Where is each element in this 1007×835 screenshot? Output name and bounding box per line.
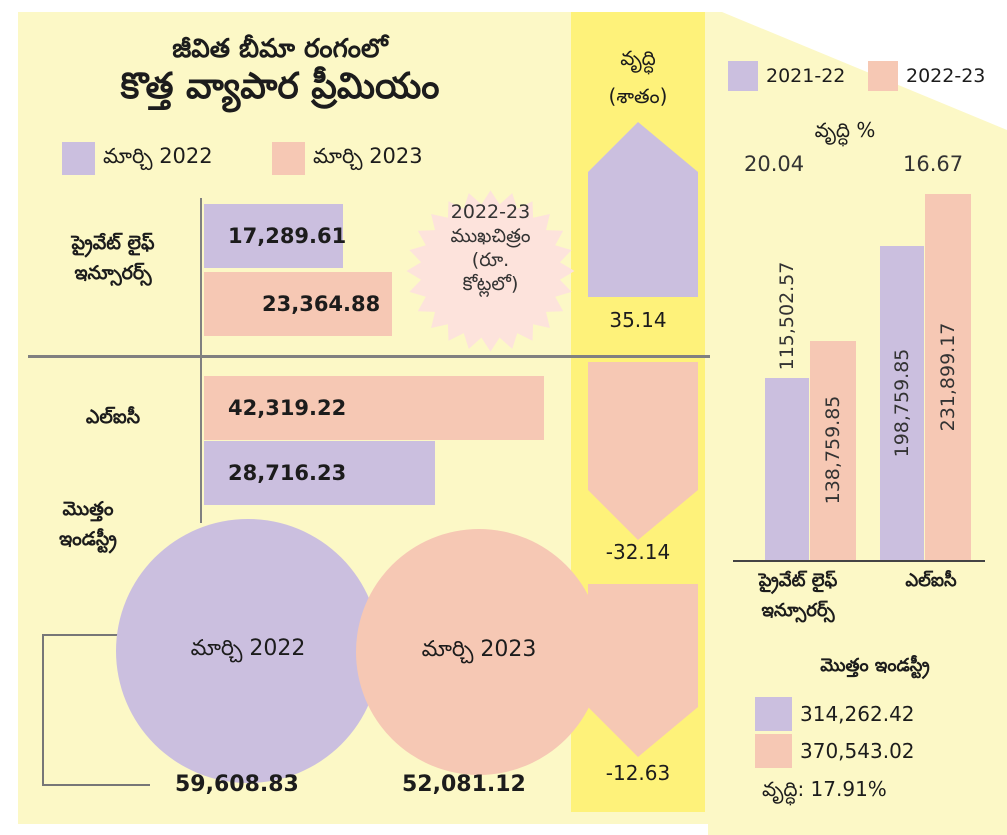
bar-lic-march-2022-label: 28,716.23 — [228, 461, 347, 485]
category-private-label: ప్రైవేట్ లైఫ్ ఇన్సూరర్స్ — [38, 228, 188, 288]
badge-year: 2022-23 — [450, 201, 531, 223]
vbar-lic-2022-23 — [925, 194, 971, 560]
legend-swatch-fy2223 — [868, 61, 898, 91]
right-total-growth: వృద్ధి: 17.91% — [762, 777, 887, 801]
starburst-badge-shape — [406, 190, 575, 352]
legend-swatch-peach — [272, 142, 305, 175]
badge-unit-2: కోట్లలో) — [462, 273, 519, 295]
category-total-label: మొత్తం ఇండస్ట్రీ — [28, 494, 148, 554]
growth-column-subtitle: (శాతం) — [608, 84, 668, 108]
category-lic-label: ఎల్ఐసీ — [85, 406, 141, 428]
bar-lic-march-2023-label: 42,319.22 — [228, 396, 347, 420]
starburst-polygon — [406, 190, 575, 352]
right-total-swatch-2021-22 — [755, 697, 792, 731]
right-total-swatch-2022-23 — [755, 734, 792, 768]
bar-lic-march-2022: 28,716.23 — [204, 441, 435, 505]
vbar-private-2021-22 — [765, 377, 809, 560]
right-total-2022-23: 370,543.02 — [755, 734, 915, 768]
right-category-private-line-2: ఇన్సూరర్స్ — [761, 600, 835, 621]
legend-march-2022: మార్చి 2022 — [62, 142, 213, 175]
growth-arrows — [588, 122, 698, 757]
left-chart-divider — [28, 355, 710, 358]
badge-word: ముఖచిత్రం — [450, 225, 531, 247]
category-total-line-2: ఇండస్ట్రీ — [59, 528, 117, 550]
bar-private-march-2022-label: 17,289.61 — [228, 224, 347, 248]
right-total-2021-22-value: 314,262.42 — [800, 702, 915, 726]
right-chart-baseline — [733, 560, 985, 562]
growth-private-value: 35.14 — [609, 308, 667, 332]
legend-fy2122: 2021-22 — [728, 61, 845, 91]
vbar-lic-2021-22-label: 198,759.85 — [891, 348, 913, 458]
right-category-private: ప్రైవేట్ లైఫ్ ఇన్సూరర్స్ — [736, 566, 860, 626]
circle-march-2022: మార్చి 2022 — [116, 519, 380, 783]
growth-lic-value: -32.14 — [605, 540, 671, 564]
title-line-1: జీవిత బీమా రంగంలో — [172, 34, 388, 64]
vbar-lic-2022-23-label: 231,899.17 — [937, 322, 959, 432]
circle-march-2023-label: మార్చి 2023 — [421, 636, 537, 662]
vbar-private-2022-23-label: 138,759.85 — [822, 396, 844, 505]
bar-private-march-2023-label: 23,364.88 — [262, 292, 381, 316]
badge-unit-1: (రూ. — [471, 249, 510, 271]
legend-march-2023-label: మార్చి 2023 — [313, 143, 423, 168]
total-bracket-bottom — [42, 784, 150, 786]
right-growth-private: 20.04 — [744, 152, 805, 176]
category-private-line-2: ఇన్సూరర్స్ — [74, 262, 152, 284]
growth-total-value: -12.63 — [605, 761, 671, 785]
growth-arrow-private — [588, 122, 698, 297]
total-march-2023-value: 52,081.12 — [402, 772, 526, 797]
legend-march-2023: మార్చి 2023 — [272, 142, 423, 175]
right-total-2021-22: 314,262.42 — [755, 697, 915, 731]
right-category-private-line-1: ప్రైవేట్ లైఫ్ — [758, 570, 838, 591]
vbar-private-2022-23 — [810, 340, 856, 560]
category-total-line-1: మొత్తం — [62, 498, 114, 520]
legend-swatch-fy2122 — [728, 61, 758, 91]
total-bracket-top — [42, 634, 118, 636]
left-chart-vertical-axis — [200, 198, 202, 523]
bar-lic-march-2023: 42,319.22 — [204, 376, 544, 440]
right-category-lic: ఎల్ఐసీ — [905, 570, 957, 591]
circle-march-2023: మార్చి 2023 — [355, 528, 603, 776]
bar-private-march-2022: 17,289.61 — [204, 204, 347, 268]
total-bracket-vertical — [42, 634, 44, 786]
right-total-title: మొత్తం ఇండస్ట్రీ — [820, 655, 930, 676]
growth-column-title: వృద్ధి — [620, 46, 656, 70]
legend-fy2223: 2022-23 — [868, 61, 985, 91]
legend-swatch-purple — [62, 142, 95, 175]
circle-march-2022-label: మార్చి 2022 — [190, 636, 306, 661]
total-march-2022-value: 59,608.83 — [175, 772, 299, 797]
right-growth-title: వృద్ధి % — [814, 118, 876, 142]
legend-fy2122-label: 2021-22 — [766, 65, 846, 87]
legend-march-2022-label: మార్చి 2022 — [103, 143, 213, 168]
right-total-2022-23-value: 370,543.02 — [800, 739, 915, 763]
vbar-lic-2021-22 — [880, 246, 924, 560]
right-growth-lic: 16.67 — [903, 152, 964, 176]
vbar-private-2021-22-label: 115,502.57 — [776, 261, 798, 371]
bar-private-march-2023: 23,364.88 — [204, 272, 392, 336]
category-private-line-1: ప్రైవేట్ లైఫ్ — [71, 232, 155, 254]
growth-arrow-total — [588, 584, 698, 757]
legend-fy2223-label: 2022-23 — [906, 65, 986, 87]
badge-text: 2022-23 ముఖచిత్రం (రూ. కోట్లలో) — [403, 200, 578, 296]
growth-arrow-lic — [588, 362, 698, 540]
title-line-2: కొత్త వ్యాపార ప్రీమియం — [120, 66, 440, 107]
